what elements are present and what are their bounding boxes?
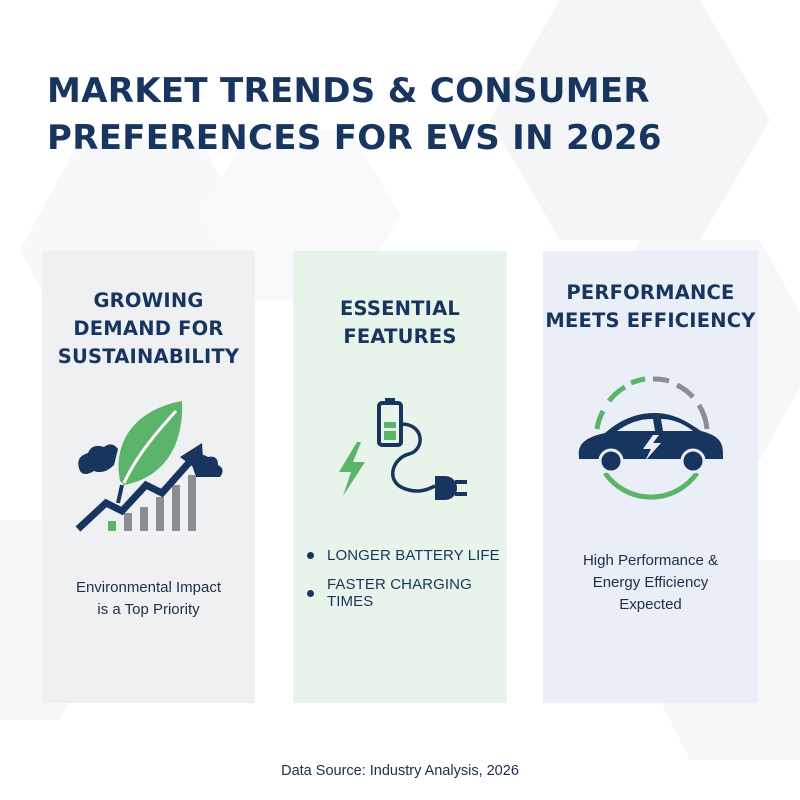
performance-efficiency-caption: High Performance & Energy Efficiency Exp… — [543, 550, 758, 616]
sustainability-caption: Environmental Impact is a Top Priority — [42, 577, 255, 621]
sustainability-caption-line-2: is a Top Priority — [97, 601, 200, 618]
bullet-icon — [307, 551, 314, 559]
page-title-line-2: Preferences for EVs in 2026 — [47, 118, 662, 158]
battery-charging-plug-icon — [339, 398, 467, 500]
performance-caption-line-3: Expected — [619, 596, 682, 613]
feature-list: Longer Battery Life Faster Charging Time… — [307, 536, 507, 612]
performance-efficiency-heading: Performance Meets Efficiency — [545, 281, 756, 332]
feature-label: Faster Charging Times — [327, 576, 472, 610]
performance-efficiency-card: Performance Meets Efficiency High Perfor… — [543, 251, 758, 703]
page-title: Market Trends & Consumer Preferences for… — [47, 68, 687, 162]
sustainability-heading: Growing Demand for Sustainability — [57, 289, 240, 368]
essential-features-heading: Essential Features — [339, 297, 461, 348]
data-source-note: Data Source: Industry Analysis, 2026 — [281, 762, 519, 779]
bullet-icon — [307, 589, 314, 597]
page-title-line-1: Market Trends & Consumer — [47, 71, 650, 111]
performance-caption-line-1: High Performance & — [582, 552, 719, 569]
feature-label: Longer Battery Life — [327, 546, 500, 564]
sustainability-card: Growing Demand for Sustainability Enviro… — [42, 251, 255, 703]
sustainability-caption-line-1: Environmental Impact — [75, 579, 222, 596]
performance-caption-line-2: Energy Efficiency — [592, 574, 709, 591]
essential-features-card: Essential Features Longer Battery Life F… — [293, 251, 507, 703]
list-item: Longer Battery Life — [307, 536, 507, 574]
leaf-growth-chart-icon — [75, 401, 223, 532]
electric-car-gauge-icon — [578, 376, 723, 500]
list-item: Faster Charging Times — [307, 574, 507, 612]
